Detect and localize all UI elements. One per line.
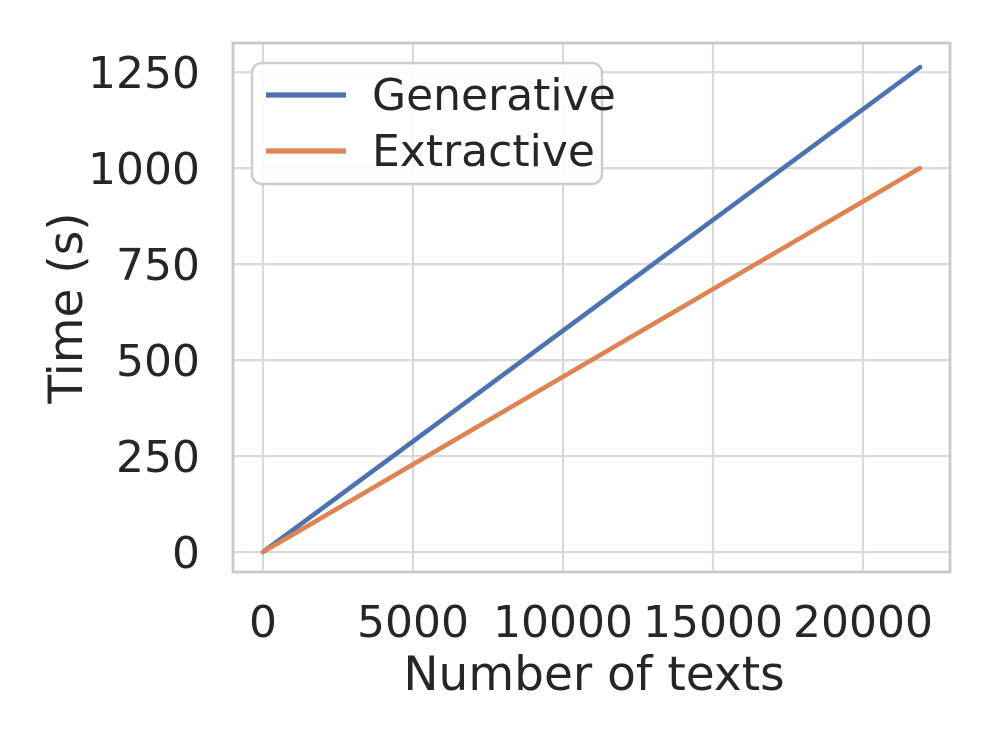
y-tick-label: 250 <box>116 432 200 483</box>
y-tick-label: 1250 <box>88 48 200 99</box>
y-axis-label: Time (s) <box>39 212 94 404</box>
series-line-extractive <box>260 165 923 555</box>
series-lines <box>260 64 923 555</box>
x-tick-label: 5000 <box>357 597 469 648</box>
y-axis-tick-labels: 0 250 500 750 1000 1250 <box>88 48 200 579</box>
legend-label-extractive: Extractive <box>372 126 595 177</box>
legend: Generative Extractive <box>250 61 616 186</box>
x-axis-tick-labels: 0 5000 10000 15000 20000 <box>249 597 933 648</box>
plot-area-border <box>231 41 952 574</box>
series-line-generative <box>260 64 923 555</box>
x-tick-label: 15000 <box>643 597 783 648</box>
x-tick-label: 10000 <box>493 597 633 648</box>
x-axis-label: Number of texts <box>403 647 784 702</box>
x-tick-label: 20000 <box>793 597 933 648</box>
legend-label-generative: Generative <box>372 70 616 121</box>
y-tick-label: 500 <box>116 336 200 387</box>
x-tick-label: 0 <box>249 597 277 648</box>
y-tick-label: 0 <box>172 528 200 579</box>
y-tick-label: 750 <box>116 240 200 291</box>
y-tick-label: 1000 <box>88 144 200 195</box>
